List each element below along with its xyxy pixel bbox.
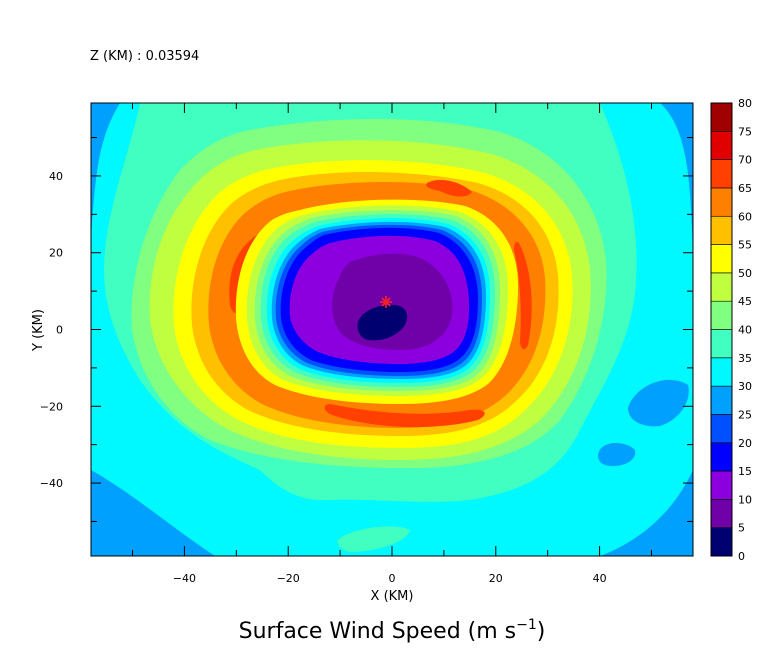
colorbar-swatch (710, 215, 733, 245)
colorbar-swatch (710, 470, 733, 500)
colorbar-swatch (710, 102, 733, 132)
colorbar-level-label: 65 (738, 182, 752, 195)
y-tick-label: 40 (49, 170, 63, 183)
y-tick-label: 20 (49, 247, 63, 260)
contour-band-65-70-arc-bottom (324, 404, 485, 428)
y-tick-label: −20 (40, 400, 63, 413)
colorbar-labels: 0 5 10 15 20 25 30 35 40 45 50 55 60 65 70 75 80 (738, 97, 752, 563)
axis-ticks (91, 103, 693, 556)
contour-band-35-40-patch (337, 526, 410, 552)
y-tick-label: −40 (40, 477, 63, 490)
colorbar-level-label: 10 (738, 493, 752, 506)
storm-center-marker (380, 296, 392, 308)
plot-area (91, 103, 693, 556)
level-label: Z (KM) : 0.03594 (90, 49, 199, 64)
colorbar-swatch (710, 357, 733, 387)
colorbar-level-label: 40 (738, 324, 752, 337)
chart-title: Surface Wind Speed (m s−1) (239, 617, 546, 644)
colorbar-level-label: 30 (738, 380, 752, 393)
title-main: Surface Wind Speed (m s (239, 619, 517, 644)
colorbar-swatch (710, 272, 733, 302)
colorbar-swatch (710, 159, 733, 189)
colorbar-swatch (710, 187, 733, 217)
colorbar-swatch (710, 329, 733, 359)
colorbar-level-label: 15 (738, 465, 752, 478)
contour-band-65-70-arc-top (426, 179, 472, 197)
colorbar-level-label: 60 (738, 210, 752, 223)
colorbar-level-label: 25 (738, 408, 752, 421)
x-tick-labels: −40 −20 0 20 40 (173, 572, 607, 585)
colorbar-swatch (710, 527, 733, 557)
x-axis-label: X (KM) (371, 589, 414, 604)
contour-band-65-70-arc-right (514, 241, 532, 350)
colorbar-level-label: 75 (738, 125, 752, 138)
colorbar-level-label: 5 (738, 522, 745, 535)
colorbar-swatch (710, 244, 733, 274)
colorbar-level-label: 45 (738, 295, 752, 308)
colorbar-level-label: 20 (738, 437, 752, 450)
colorbar-swatch (710, 499, 733, 528)
colorbar-level-label: 50 (738, 267, 752, 280)
contour-band-25-30-patch (598, 443, 636, 467)
colorbar-level-label: 35 (738, 352, 752, 365)
x-tick-label: 40 (593, 572, 607, 585)
contour-band-25-30-patch (628, 379, 689, 427)
colorbar-level-label: 0 (738, 550, 745, 563)
colorbar-level-label: 70 (738, 154, 752, 167)
colorbar-level-label: 80 (738, 97, 752, 110)
colorbar-level-label: 55 (738, 239, 752, 252)
x-tick-label: −40 (173, 572, 196, 585)
colorbar-swatch (710, 414, 733, 444)
contour-band-0-5-eye (357, 304, 408, 341)
colorbar-swatch (710, 442, 733, 472)
colorbar-frame (710, 102, 733, 557)
y-tick-labels: 40 20 0 −20 −40 (40, 170, 63, 490)
colorbar-swatch (710, 131, 733, 160)
y-axis-label: Y (KM) (31, 309, 46, 352)
x-tick-label: 20 (489, 572, 503, 585)
x-tick-label: 0 (389, 572, 396, 585)
title-superscript: −1 (516, 617, 537, 633)
x-tick-label: −20 (277, 572, 300, 585)
colorbar-swatch (710, 300, 733, 330)
y-tick-label: 0 (56, 324, 63, 337)
colorbar (710, 102, 733, 557)
title-close: ) (537, 619, 546, 644)
colorbar-swatch (710, 385, 733, 415)
